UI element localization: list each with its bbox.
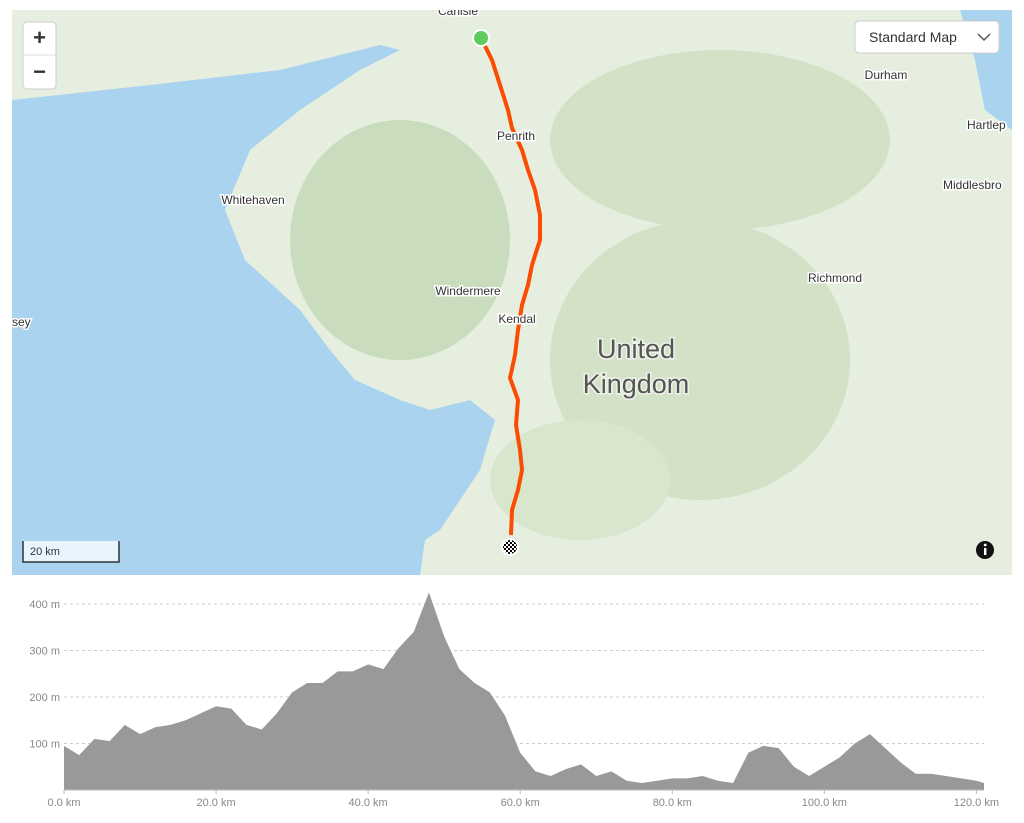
x-tick-label: 40.0 km: [349, 797, 388, 809]
x-tick-label: 80.0 km: [653, 797, 692, 809]
y-tick-label: 300 m: [29, 645, 60, 657]
hills: [290, 120, 510, 360]
scale-label: 20 km: [30, 546, 60, 558]
place-label: Hartlep: [967, 118, 1006, 132]
x-tick-label: 0.0 km: [47, 797, 80, 809]
country-label: Kingdom: [583, 369, 690, 399]
place-label: sey: [12, 315, 31, 329]
y-tick-label: 200 m: [29, 692, 60, 704]
place-label: Kendal: [498, 312, 535, 326]
chevron: [977, 33, 991, 42]
zoom-control: + −: [22, 21, 57, 90]
map[interactable]: Carlisle Penrith Whitehaven Windermere K…: [12, 4, 1012, 575]
hills: [550, 50, 890, 230]
select-box[interactable]: [854, 20, 1000, 54]
place-label: Whitehaven: [221, 193, 284, 207]
elevation-chart: 100 m 200 m 300 m 400 m 0.0 km 20.0 km 40.0 km…: [29, 592, 999, 809]
route: [479, 37, 542, 536]
zoom-out-button[interactable]: −: [33, 59, 46, 84]
x-tick-label: 60.0 km: [501, 797, 540, 809]
place-label: Middlesbro: [943, 178, 1002, 192]
map-style-select[interactable]: Standard Map: [854, 20, 1000, 54]
x-tick-label: 100.0 km: [802, 797, 847, 809]
y-tick-label: 400 m: [29, 599, 60, 611]
x-tick-label: 20.0 km: [196, 797, 235, 809]
place-label: Carlisle: [438, 4, 478, 18]
end-marker: [501, 538, 519, 556]
place-label: Windermere: [435, 284, 501, 298]
place-label: Richmond: [808, 271, 862, 285]
y-tick-label: 100 m: [29, 738, 60, 750]
select-text[interactable]: Standard Map: [869, 29, 957, 45]
scale-bar: 20 km: [22, 541, 120, 563]
country-label: United: [597, 334, 675, 364]
elevation-area: [64, 592, 984, 790]
x-tick-label: 120.0 km: [954, 797, 999, 809]
sea: [12, 45, 495, 575]
zoom-in-button[interactable]: +: [33, 25, 46, 50]
start-marker: [472, 29, 490, 47]
place-label: Penrith: [497, 129, 535, 143]
hills: [490, 420, 670, 540]
info-button[interactable]: [976, 541, 994, 559]
place-label: Durham: [865, 68, 908, 82]
